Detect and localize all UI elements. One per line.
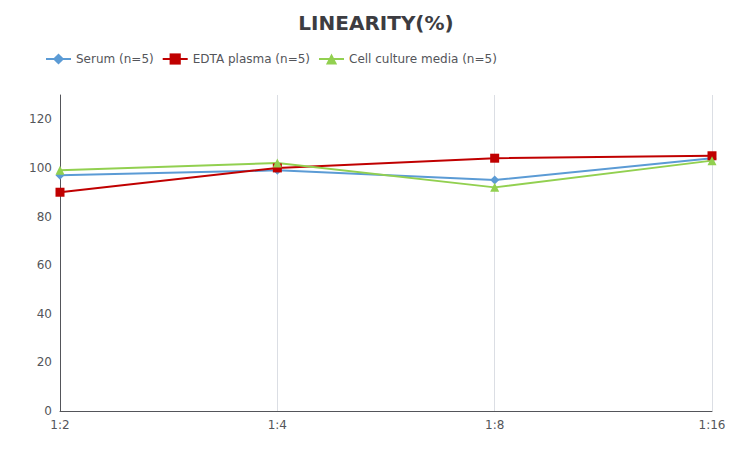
svg-text:Serum (n=5): Serum (n=5) bbox=[76, 52, 154, 66]
svg-text:40: 40 bbox=[37, 307, 52, 321]
svg-text:120: 120 bbox=[29, 112, 52, 126]
svg-text:80: 80 bbox=[37, 210, 52, 224]
svg-text:LINEARITY(%): LINEARITY(%) bbox=[298, 11, 453, 35]
svg-text:1:4: 1:4 bbox=[268, 418, 287, 432]
svg-text:60: 60 bbox=[37, 258, 52, 272]
svg-text:1:2: 1:2 bbox=[50, 418, 69, 432]
svg-text:100: 100 bbox=[29, 161, 52, 175]
svg-text:EDTA plasma (n=5): EDTA plasma (n=5) bbox=[193, 52, 310, 66]
svg-text:20: 20 bbox=[37, 355, 52, 369]
svg-text:1:8: 1:8 bbox=[485, 418, 504, 432]
svg-text:Cell culture media (n=5): Cell culture media (n=5) bbox=[349, 52, 497, 66]
svg-text:1:16: 1:16 bbox=[699, 418, 726, 432]
svg-text:0: 0 bbox=[44, 404, 52, 418]
